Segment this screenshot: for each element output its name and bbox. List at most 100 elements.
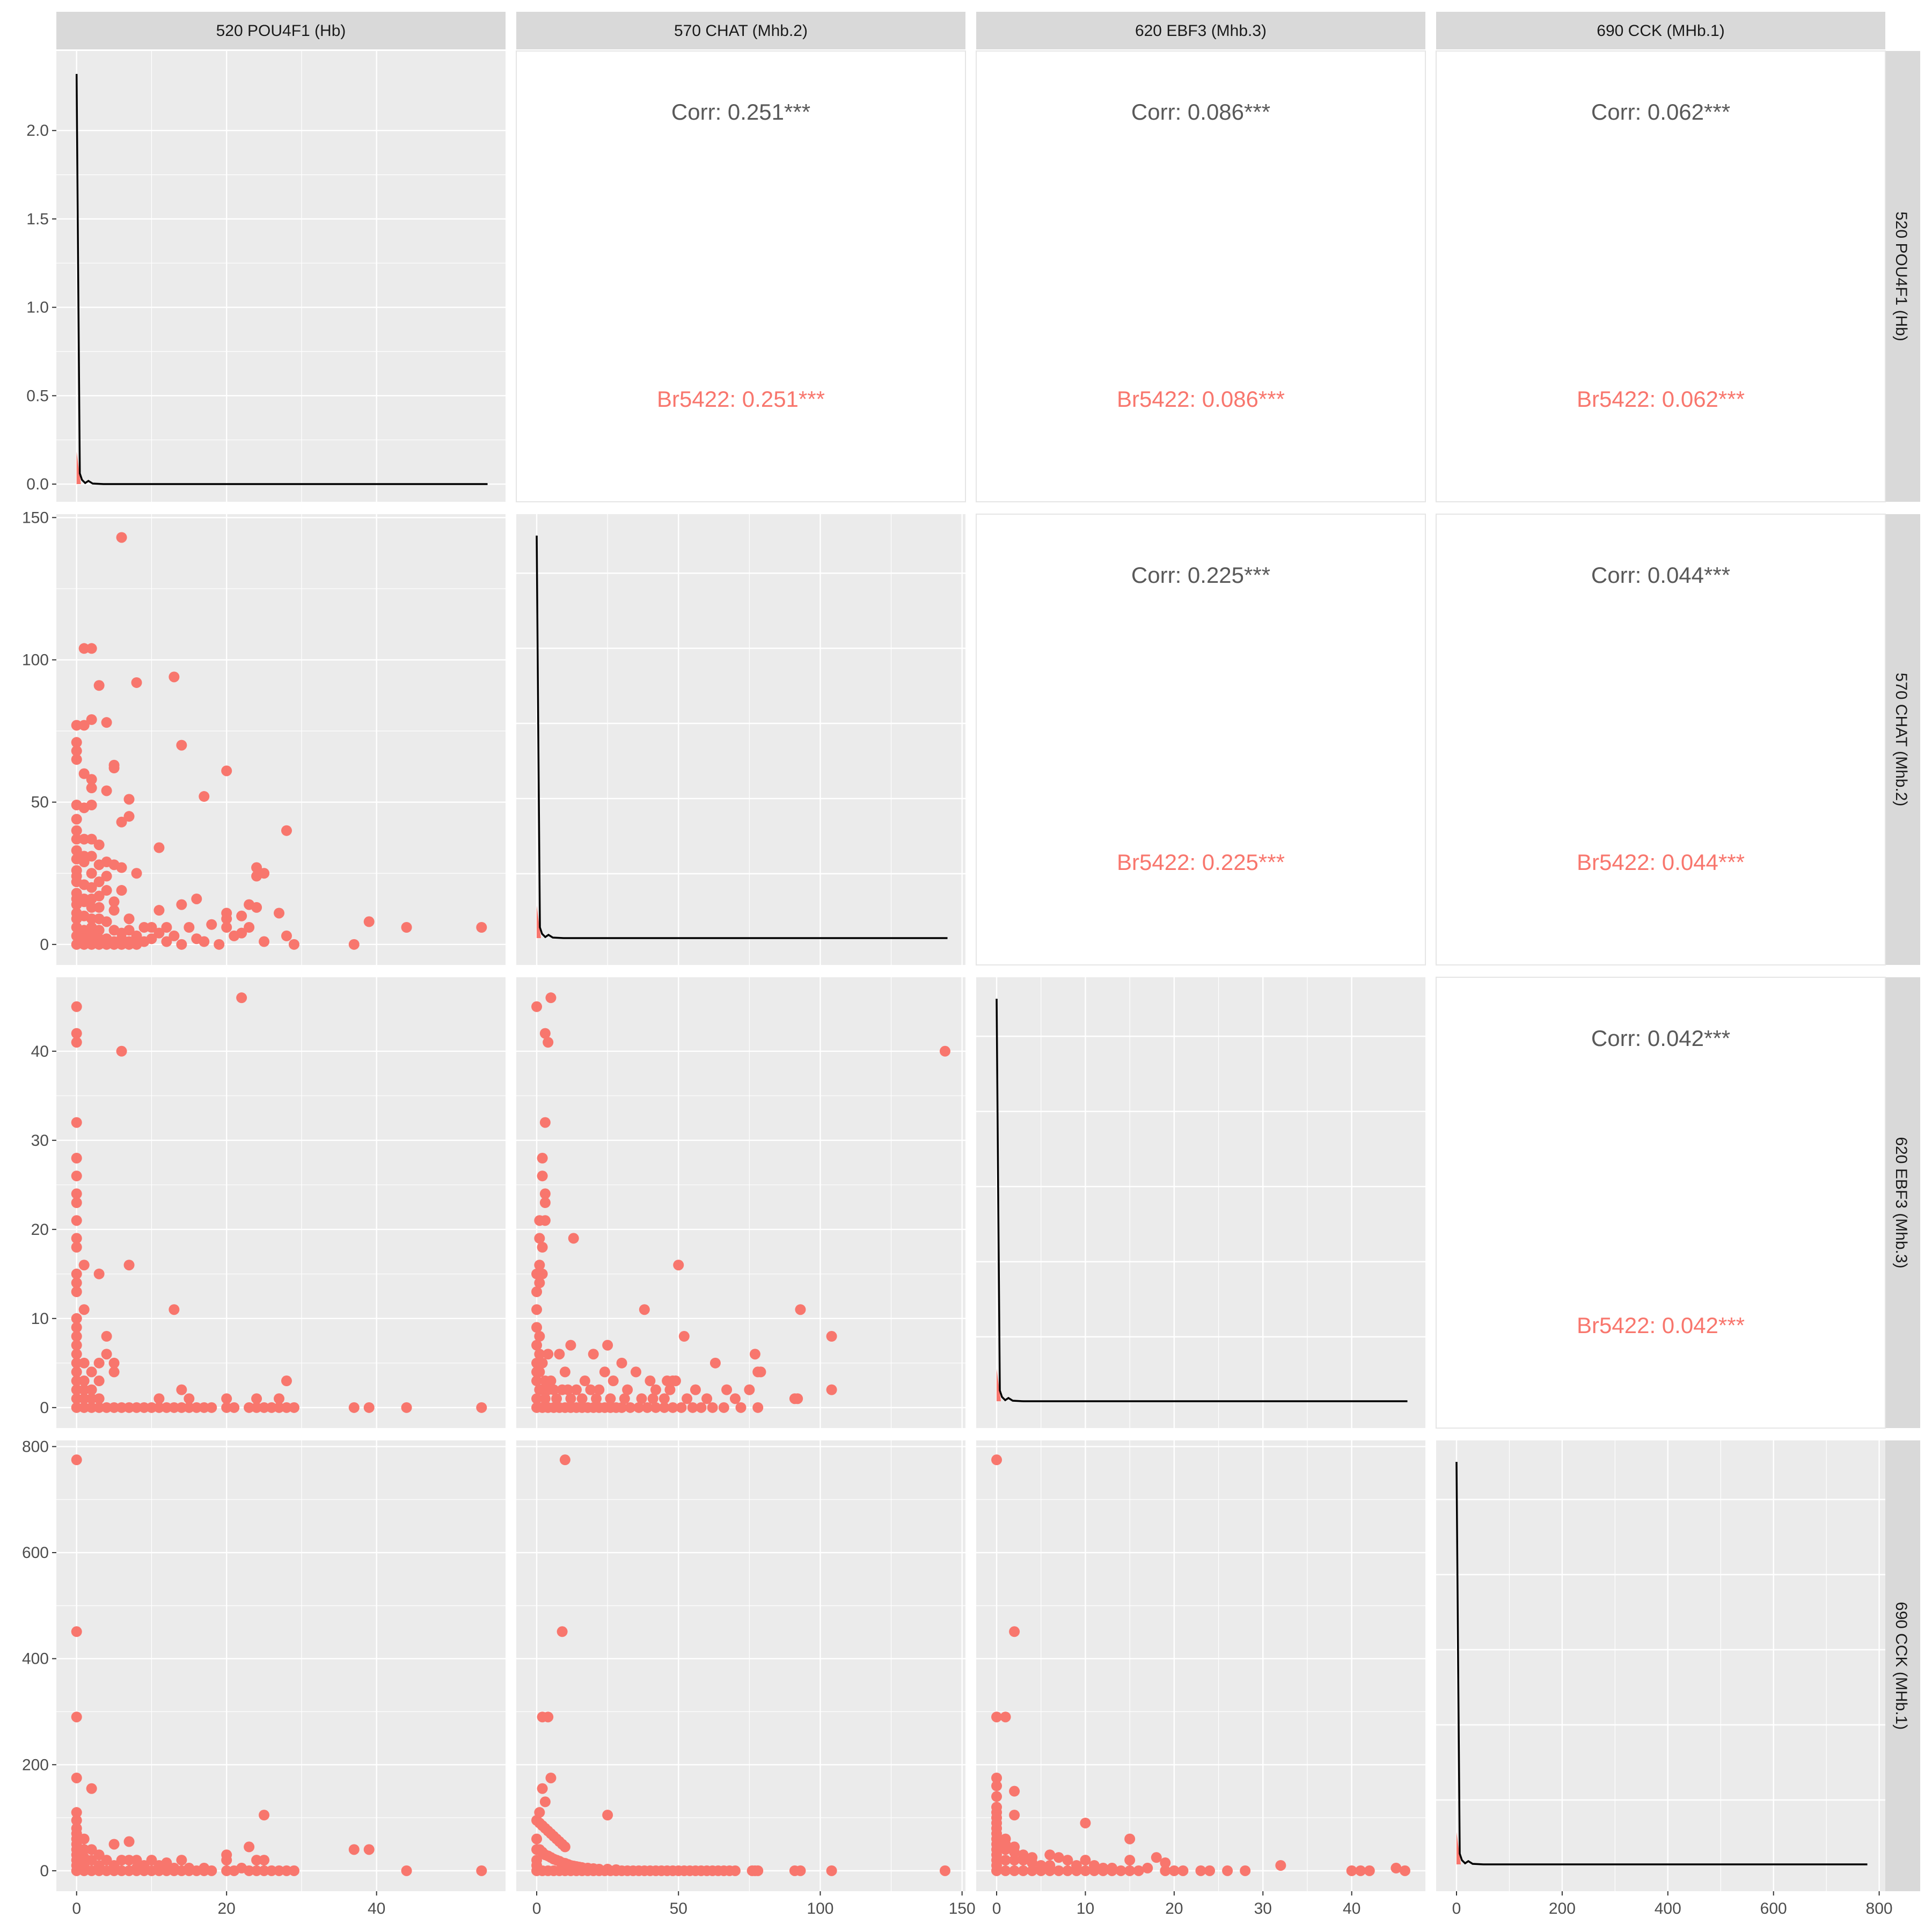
scatter-point: [1000, 1865, 1011, 1876]
scatter-point: [131, 677, 142, 688]
scatter-point: [642, 1402, 653, 1413]
scatter-point: [1160, 1857, 1171, 1869]
scatter-point: [1009, 1855, 1020, 1866]
x-tick-label: 0: [1452, 1900, 1461, 1918]
scatter-point: [1027, 1865, 1038, 1876]
scatter-point: [545, 1772, 557, 1783]
y-tick-label: 800: [22, 1438, 49, 1455]
scatter-point: [116, 885, 127, 896]
scatter-point: [792, 1393, 803, 1404]
panel-background: [56, 514, 506, 965]
scatter-point: [93, 1268, 105, 1279]
scatter-point: [348, 1844, 360, 1855]
scatter-point: [71, 1037, 82, 1048]
scatter-point: [101, 939, 112, 950]
scatter-point: [554, 1349, 565, 1360]
scatter-point: [1097, 1865, 1109, 1876]
scatter-point: [71, 1188, 82, 1199]
scatter-point: [101, 717, 112, 728]
scatter-point: [78, 833, 90, 845]
scatter-point: [161, 1857, 172, 1869]
scatter-point: [71, 1357, 82, 1368]
scatter-point: [676, 1402, 687, 1413]
scatter-point: [718, 1402, 729, 1413]
scatter-point: [534, 1349, 545, 1360]
scatter-point: [71, 825, 82, 836]
scatter-point: [571, 1384, 582, 1395]
scatter-point: [184, 1402, 195, 1413]
scatter-point: [71, 1711, 82, 1723]
scatter-point: [161, 922, 172, 933]
scatter-point: [667, 1402, 678, 1413]
x-tick-label: 400: [1655, 1900, 1681, 1918]
scatter-point: [531, 1304, 543, 1315]
scatter-point: [244, 1865, 255, 1876]
scatter-point: [71, 737, 82, 748]
scatter-point: [101, 1402, 112, 1413]
scatter-point: [939, 1045, 950, 1057]
scatter-point: [645, 1375, 656, 1387]
scatter-point: [86, 1366, 97, 1378]
scatter-point: [161, 936, 172, 947]
scatter-point: [658, 1393, 670, 1404]
scatter-point: [71, 1215, 82, 1226]
row-strip-label: 570 CHAT (Mhb.2): [1892, 673, 1910, 807]
scatter-point: [991, 1780, 1002, 1791]
scatter-point: [86, 833, 97, 845]
scatter-point: [146, 922, 157, 933]
scatter-point: [108, 763, 120, 774]
scatter-point: [116, 939, 127, 950]
x-tick-label: 40: [368, 1900, 385, 1918]
scatter-point: [729, 1393, 741, 1404]
y-tick-label: 200: [22, 1756, 49, 1774]
correlation-overall: Corr: 0.044***: [1591, 562, 1730, 588]
scatter-point: [71, 1152, 82, 1163]
scatter-point: [1355, 1865, 1366, 1876]
scatter-point: [71, 833, 82, 845]
scatter-point: [531, 1286, 543, 1298]
scatter-point: [71, 814, 82, 825]
y-tick-label: 400: [22, 1650, 49, 1668]
scatter-point: [86, 1844, 97, 1855]
scatter-point: [1364, 1865, 1375, 1876]
scatter-point: [266, 1402, 277, 1413]
scatter-point: [678, 1331, 690, 1342]
scatter-point: [169, 930, 180, 941]
scatter-point: [93, 1393, 105, 1404]
scatter-point: [78, 1384, 90, 1395]
scatter-point: [131, 1855, 142, 1866]
scatter-point: [709, 1357, 721, 1368]
scatter-point: [594, 1384, 605, 1395]
y-tick-label: 0: [40, 936, 49, 954]
scatter-point: [101, 1331, 112, 1342]
scatter-point: [169, 1865, 180, 1876]
scatter-point: [543, 1037, 554, 1048]
scatter-point: [123, 1260, 135, 1271]
scatter-point: [579, 1375, 590, 1387]
scatter-point: [153, 1393, 165, 1404]
scatter-point: [259, 1402, 270, 1413]
x-tick-label: 100: [807, 1900, 833, 1918]
scatter-point: [86, 939, 97, 950]
panel-background: [976, 977, 1425, 1428]
y-tick-label: 50: [31, 794, 49, 811]
scatter-point: [1009, 1785, 1020, 1797]
scatter-point: [176, 1402, 187, 1413]
scatter-point: [71, 1313, 82, 1324]
scatter-point: [363, 1844, 375, 1855]
scatter-point: [101, 916, 112, 927]
scatter-point: [86, 1384, 97, 1395]
scatter-point: [602, 1810, 613, 1821]
scatter-point: [795, 1304, 806, 1315]
scatter-point: [636, 1393, 647, 1404]
scatter-point: [206, 1402, 217, 1413]
scatter-point: [531, 1001, 543, 1012]
scatter-point: [1009, 1810, 1020, 1821]
scatter-point: [274, 1393, 285, 1404]
scatter-point: [543, 1349, 554, 1360]
scatter-point: [670, 1375, 681, 1387]
column-strip: [516, 12, 965, 49]
scatter-point: [259, 1810, 270, 1821]
scatter-point: [1035, 1865, 1046, 1876]
scatter-point: [93, 1375, 105, 1387]
